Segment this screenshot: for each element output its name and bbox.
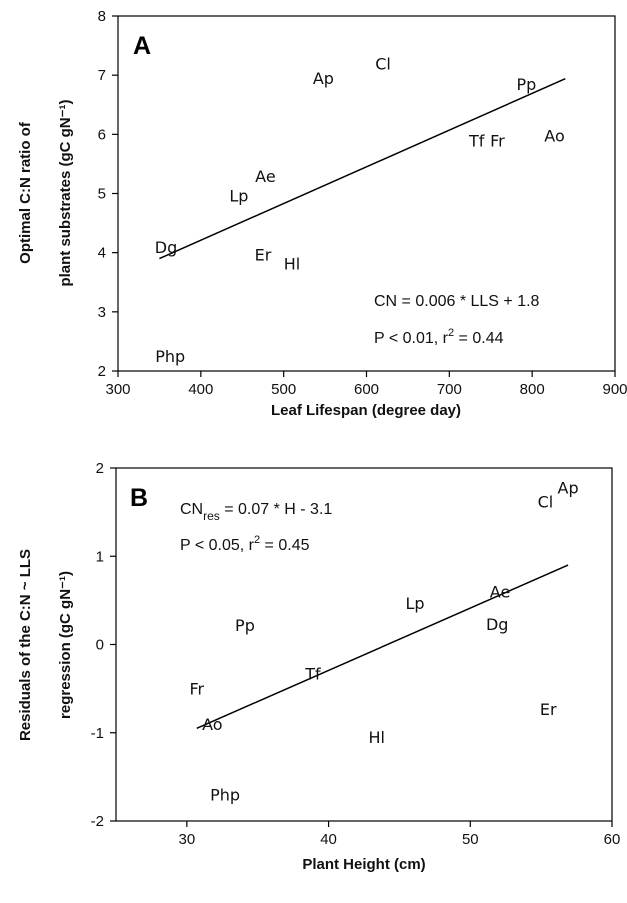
panel-a-y-tick-label-5: 7 — [98, 67, 106, 84]
panel-b-equation-rest: = 0.07 * H - 3.1 — [220, 501, 333, 518]
panel-b-x-tick-label-2: 50 — [462, 831, 479, 848]
panel-a-y-tick-label-6: 8 — [98, 8, 106, 25]
panel-a-plot-frame — [117, 15, 616, 372]
panel-b-point-php: Php — [210, 786, 240, 805]
panel-b-plot-frame — [115, 467, 613, 822]
panel-a-letter: A — [133, 32, 151, 60]
panel-b-stats: P < 0.05, r2 = 0.45 — [180, 534, 310, 554]
panel-a-y-tick-label-4: 6 — [98, 126, 106, 143]
panel-a-point-ao: Ao — [544, 127, 564, 146]
panel-b-x-tick-label-1: 40 — [320, 831, 337, 848]
panel-a-stats-superscript: 2 — [448, 327, 454, 339]
panel-b-y-tick-label-2: 0 — [96, 637, 104, 654]
panel-a-x-tick-label-2: 500 — [271, 381, 296, 398]
panel-a-point-ap: Ap — [313, 69, 334, 88]
panel-a-y-ticks: 2 3 4 5 6 7 8 — [98, 8, 118, 380]
panel-a-y-axis-title-line2: plant substrates (gC gN⁻¹) — [57, 99, 74, 286]
panel-a-fit-line — [159, 78, 566, 260]
panel-b-y-tick-label-0: -2 — [91, 813, 104, 830]
panel-a-regression-line — [159, 78, 566, 260]
panel-b-regression-line — [196, 564, 569, 730]
panel-a: A 300 400 500 600 700 800 900 2 3 4 5 6 7 8 Ap Cl Pp Tf… — [17, 8, 627, 419]
panel-b-fit-line — [196, 564, 569, 730]
panel-a-point-tf: Tf — [468, 131, 485, 150]
panel-b-y-axis-title-line1: Residuals of the C:N ~ LLS — [17, 549, 34, 741]
panel-b-point-tf: Tf — [304, 665, 321, 684]
panel-b-point-hl: Hl — [369, 728, 385, 747]
panel-a-point-hl: Hl — [284, 254, 300, 273]
panel-b-stats-value: = 0.45 — [260, 537, 309, 554]
panel-a-stats: P < 0.01, r2 = 0.44 — [374, 327, 504, 347]
panel-a-point-dg: Dg — [155, 238, 177, 257]
panel-b-point-fr: Fr — [189, 680, 204, 699]
panel-a-point-pp: Pp — [516, 75, 536, 94]
panel-a-stats-value: = 0.44 — [454, 330, 503, 347]
panel-a-x-ticks: 300 400 500 600 700 800 900 — [105, 371, 627, 398]
panel-b-equation-cn: CN — [180, 501, 203, 518]
panel-a-x-tick-label-5: 800 — [520, 381, 545, 398]
panel-a-x-tick-label-4: 700 — [437, 381, 462, 398]
panel-b-point-lp: Lp — [405, 594, 424, 613]
panel-b-x-ticks: 30 40 50 60 — [179, 821, 621, 848]
panel-a-y-tick-label-3: 5 — [98, 186, 106, 203]
panel-b-letter: B — [130, 484, 148, 512]
panel-a-x-tick-label-6: 900 — [602, 381, 627, 398]
panel-b-x-tick-label-3: 60 — [604, 831, 621, 848]
panel-b-point-ao: Ao — [202, 715, 222, 734]
panel-a-y-axis-title-line1: Optimal C:N ratio of — [17, 121, 34, 264]
panel-b-point-dg: Dg — [486, 615, 508, 634]
panel-b-equation: CNres = 0.07 * H - 3.1 — [180, 501, 332, 523]
panel-b-y-tick-label-1: -1 — [91, 725, 104, 742]
panel-a-y-tick-label-2: 4 — [98, 245, 106, 262]
panel-b-y-tick-label-3: 1 — [96, 548, 104, 565]
panel-a-y-tick-label-0: 2 — [98, 363, 106, 380]
panel-b-y-ticks: -2 -1 0 1 2 — [91, 460, 116, 830]
panel-b-point-cl: Cl — [538, 493, 554, 512]
panel-a-points: Ap Cl Pp Tf Fr Ao Ae Lp Dg Er Hl Php — [155, 54, 565, 366]
panel-b-y-tick-label-4: 2 — [96, 460, 104, 477]
panel-a-x-axis-title: Leaf Lifespan (degree day) — [271, 402, 461, 419]
panel-b-equation-subscript: res — [203, 509, 220, 523]
panel-a-x-tick-label-1: 400 — [188, 381, 213, 398]
panel-b-point-er: Er — [540, 700, 557, 719]
panel-b-x-tick-label-0: 30 — [179, 831, 196, 848]
panel-a-point-ae: Ae — [255, 167, 276, 186]
panel-a-x-tick-label-0: 300 — [105, 381, 130, 398]
panel-b-stats-text: P < 0.05, r — [180, 537, 255, 554]
panel-a-point-fr: Fr — [490, 131, 505, 150]
panel-a-y-tick-label-1: 3 — [98, 304, 106, 321]
panel-b-x-axis-title: Plant Height (cm) — [302, 856, 425, 873]
panel-a-point-er: Er — [255, 245, 272, 264]
panel-b-point-ap: Ap — [558, 478, 579, 497]
panel-a-stats-text: P < 0.01, r — [374, 330, 449, 347]
panel-b-point-pp: Pp — [235, 616, 255, 635]
panel-a-point-cl: Cl — [375, 54, 391, 73]
panel-b-point-ae: Ae — [490, 583, 511, 602]
panel-b-y-axis-title-line2: regression (gC gN⁻¹) — [57, 571, 74, 719]
panel-a-equation: CN = 0.006 * LLS + 1.8 — [374, 293, 540, 310]
panel-a-point-php: Php — [155, 347, 185, 366]
panel-b-stats-superscript: 2 — [254, 534, 260, 546]
panel-a-point-lp: Lp — [229, 186, 248, 205]
panel-a-x-tick-label-3: 600 — [354, 381, 379, 398]
